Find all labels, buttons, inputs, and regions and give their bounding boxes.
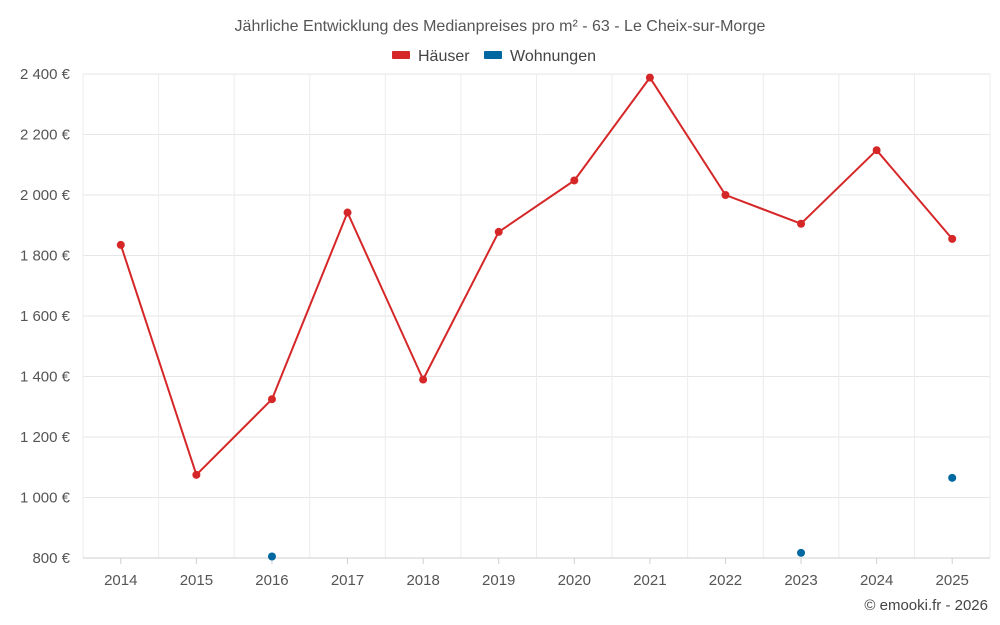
x-tick-label: 2025 xyxy=(936,572,969,589)
data-point-haeuser[interactable] xyxy=(343,208,352,217)
x-tick-label: 2022 xyxy=(709,572,742,589)
axes: 800 € 1 000 € 1 200 € 1 400 € 1 600 € 1 800 €… xyxy=(20,66,990,589)
x-tick-label: 2015 xyxy=(180,572,213,589)
data-point-haeuser[interactable] xyxy=(419,375,428,384)
chart-title: Jährliche Entwicklung des Medianpreises … xyxy=(235,18,766,35)
data-point-haeuser[interactable] xyxy=(721,191,730,199)
legend-label-haeuser[interactable]: Häuser xyxy=(418,48,470,65)
x-tick-label: 2014 xyxy=(104,572,137,589)
data-point-wohnungen[interactable] xyxy=(948,473,957,482)
data-point-haeuser[interactable] xyxy=(872,146,881,155)
x-tick-label: 2017 xyxy=(331,572,364,589)
y-tick-label: 2 400 € xyxy=(20,66,71,83)
y-tick-label: 2 000 € xyxy=(20,187,71,204)
x-tick-label: 2020 xyxy=(558,572,591,589)
data-point-wohnungen[interactable] xyxy=(267,552,276,561)
x-tick-label: 2018 xyxy=(406,572,439,589)
series-layer xyxy=(116,73,957,561)
x-tick-label: 2024 xyxy=(860,572,893,589)
y-tick-label: 1 400 € xyxy=(20,369,71,386)
data-point-wohnungen[interactable] xyxy=(797,548,806,557)
y-tick-label: 1 000 € xyxy=(20,490,71,507)
data-point-haeuser[interactable] xyxy=(192,470,201,479)
x-tick-label: 2023 xyxy=(784,572,817,589)
x-tick-label: 2016 xyxy=(255,572,288,589)
y-tick-label: 800 € xyxy=(32,550,70,567)
credit-text: © emooki.fr - 2026 xyxy=(864,597,988,614)
data-point-haeuser[interactable] xyxy=(116,240,125,249)
y-tick-label: 1 200 € xyxy=(20,429,71,446)
data-point-haeuser[interactable] xyxy=(797,219,806,228)
y-tick-label: 1 800 € xyxy=(20,248,71,265)
y-tick-label: 2 200 € xyxy=(20,127,71,144)
series-line-haeuser xyxy=(119,76,953,476)
legend-swatch-wohnungen[interactable] xyxy=(484,51,502,59)
y-tick-label: 1 600 € xyxy=(20,308,71,325)
legend-swatch-haeuser[interactable] xyxy=(392,51,410,59)
x-tick-label: 2021 xyxy=(633,572,666,589)
data-point-haeuser[interactable] xyxy=(267,395,276,404)
data-point-haeuser[interactable] xyxy=(645,73,654,82)
legend: Häuser Wohnungen xyxy=(392,48,596,65)
grid xyxy=(82,73,991,559)
data-point-haeuser[interactable] xyxy=(494,227,503,236)
data-point-haeuser[interactable] xyxy=(948,234,957,243)
x-tick-label: 2019 xyxy=(482,572,515,589)
legend-label-wohnungen[interactable]: Wohnungen xyxy=(510,48,596,65)
data-point-haeuser[interactable] xyxy=(570,176,579,185)
